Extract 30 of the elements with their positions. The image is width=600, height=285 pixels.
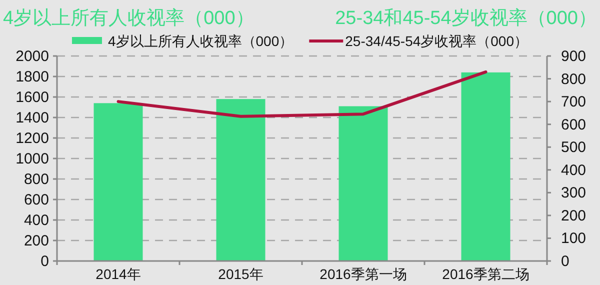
y-tick-label: 1200 (16, 130, 49, 147)
y2-tick-label: 300 (561, 184, 586, 202)
y-tick-label: 600 (24, 192, 49, 208)
x-tick-label: 2014年 (96, 266, 141, 282)
y-tick-label: 2000 (16, 48, 49, 65)
y-axis-title: 4岁以上所有人收视率（000） (3, 7, 254, 29)
y-tick-label: 1600 (16, 89, 49, 106)
y2-tick-label: 0 (561, 253, 570, 270)
x-tick-label: 2016季第二场 (442, 266, 530, 282)
y-tick-label: 1800 (16, 68, 49, 86)
y-tick-label: 1000 (16, 150, 49, 168)
y-tick-label: 400 (24, 212, 49, 229)
y2-tick-label: 900 (561, 48, 586, 65)
y2-tick-label: 100 (561, 230, 586, 248)
y2-tick-label: 700 (561, 94, 586, 111)
line-series (116, 70, 488, 118)
y2-tick-label: 200 (561, 207, 586, 224)
y-tick-label: 0 (40, 253, 49, 270)
legend-label: 25-34/45-54岁收视率（000） (345, 33, 528, 49)
x-tick-label: 2015年 (218, 266, 264, 282)
y2-tick-label: 500 (561, 139, 586, 156)
y-tick-label: 1400 (16, 110, 49, 126)
x-tick-label: 2016季第一场 (320, 266, 407, 282)
y-tick-label: 200 (24, 232, 49, 250)
y-tick-label: 800 (24, 171, 49, 188)
y2-tick-label: 600 (561, 116, 586, 134)
y2-tick-label: 800 (561, 70, 586, 88)
y2-axis-title: 25-34和45-54岁收视率（000） (335, 7, 597, 29)
legend-label: 4岁以上所有人收视率（000） (108, 33, 294, 49)
y2-tick-label: 400 (561, 162, 586, 179)
